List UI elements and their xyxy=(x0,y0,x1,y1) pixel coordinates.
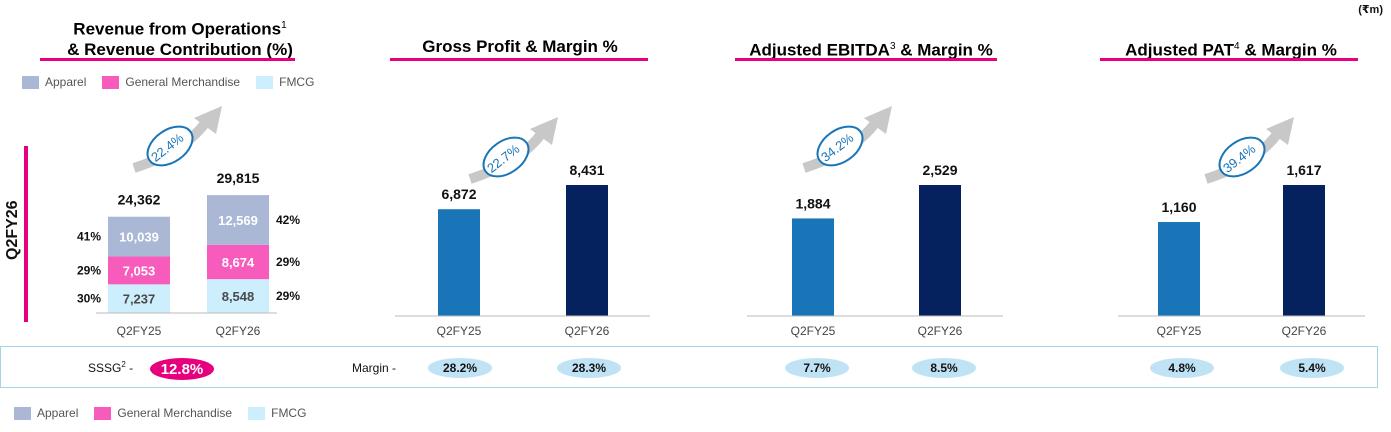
ebitda-value-q2fy26: 2,529 xyxy=(922,162,957,178)
gross-profit-growth-badge xyxy=(482,136,530,178)
pat-title-sup: 4 xyxy=(1234,41,1240,52)
stacked-bar-general-merchandise-q2fy25 xyxy=(108,256,170,285)
gross-profit-arrow-head xyxy=(530,117,558,145)
bottom-legend-swatch-fmcg xyxy=(248,406,266,420)
gross-profit-value-q2fy25: 6,872 xyxy=(441,186,476,202)
pat-growth-badge xyxy=(1218,136,1266,178)
gross-title: Gross Profit & Margin % xyxy=(422,37,618,56)
period-marker-bar xyxy=(24,146,28,322)
stacked-total-q2fy26: 29,815 xyxy=(217,170,260,186)
ebitda-title: Adjusted EBITDA3 & Margin % xyxy=(735,37,1007,61)
bottom-legend-label-apparel: Apparel xyxy=(37,406,79,420)
margin-pill-3-q2fy25: 4.8% xyxy=(1150,358,1214,378)
pat-value-q2fy26: 1,617 xyxy=(1286,162,1321,178)
currency-label: (₹m) xyxy=(1358,4,1383,16)
ebitda-value-q2fy25: 1,884 xyxy=(795,195,830,211)
pat-arrow-head xyxy=(1266,117,1294,145)
revenue-title-underline xyxy=(40,58,295,61)
stacked-bar-apparel-q2fy25-value: 10,039 xyxy=(119,230,159,245)
stacked-bar-fmcg-q2fy26-value: 8,548 xyxy=(222,289,255,304)
pat-bar-q2fy25 xyxy=(1158,222,1200,316)
share-left-fmcg: 30% xyxy=(77,292,101,306)
stacked-bar-apparel-q2fy25 xyxy=(108,216,170,257)
ebitda-x-tick-q2fy26: Q2FY26 xyxy=(918,324,963,338)
ebitda-title-underline xyxy=(735,58,997,61)
pat-bar-q2fy26 xyxy=(1283,185,1325,316)
margin-pill-2-q2fy25: 7.7% xyxy=(785,358,849,378)
sssg-label-text: SSSG xyxy=(88,361,122,375)
ebitda-title-pre: Adjusted EBITDA xyxy=(749,40,890,60)
sssg-label-sup: 2 xyxy=(121,360,126,369)
stacked-bar-general-merchandise-q2fy26 xyxy=(207,244,269,280)
gross-profit-bar-q2fy25 xyxy=(438,209,480,316)
share-right-general-merchandise: 29% xyxy=(276,255,300,269)
bottom-legend-label-general-merchandise: General Merchandise xyxy=(117,406,233,420)
revenue-title: Revenue from Operations1 & Revenue Contr… xyxy=(60,16,300,60)
pat-title-post: & Margin % xyxy=(1239,40,1337,60)
sssg-margin-row xyxy=(0,346,1378,388)
ebitda-title-sup: 3 xyxy=(889,41,896,52)
gross-profit-value-q2fy26: 8,431 xyxy=(569,162,604,178)
margin-pill-1-q2fy26: 28.3% xyxy=(557,358,621,378)
bottom-legend-swatch-apparel xyxy=(14,406,31,420)
margin-label: Margin - xyxy=(352,361,397,375)
stacked-bar-fmcg-q2fy25 xyxy=(108,284,170,313)
pat-x-tick-q2fy25: Q2FY25 xyxy=(1157,324,1202,338)
legend-swatch-fmcg xyxy=(256,75,274,89)
revenue-title-line2: & Revenue Contribution (%) xyxy=(67,39,293,59)
stacked-x-tick-q2fy25: Q2FY25 xyxy=(117,324,162,338)
pat-title: Adjusted PAT4 & Margin % xyxy=(1100,37,1362,61)
share-right-apparel: 42% xyxy=(276,213,300,227)
ebitda-bar-q2fy26 xyxy=(919,185,961,316)
pat-x-tick-q2fy26: Q2FY26 xyxy=(1282,324,1327,338)
margin-pill-3-q2fy26: 5.4% xyxy=(1280,358,1344,378)
ebitda-x-tick-q2fy25: Q2FY25 xyxy=(791,324,836,338)
gross-profit-x-tick-q2fy25: Q2FY25 xyxy=(437,324,482,338)
charts-canvas: 7,237 7,053 10,039 24,362 Q2FY25 8,548 8,674 12… xyxy=(77,106,1365,338)
pat-value-q2fy25: 1,160 xyxy=(1161,199,1196,215)
stacked-bar-apparel-q2fy26-value: 12,569 xyxy=(218,213,258,228)
share-left-apparel: 41% xyxy=(77,230,101,244)
ebitda-arrow-head xyxy=(864,106,892,134)
bottom-legend-label-fmcg: FMCG xyxy=(271,406,307,420)
legend-label-fmcg: FMCG xyxy=(279,75,315,89)
revenue-title-line1: Revenue from Operations xyxy=(73,19,282,39)
sssg-label-dash: - xyxy=(129,361,134,375)
revenue-growth-badge xyxy=(146,125,194,167)
stacked-x-tick-q2fy26: Q2FY26 xyxy=(216,324,261,338)
pat-title-underline xyxy=(1100,58,1358,61)
pat-title-pre: Adjusted PAT xyxy=(1125,40,1235,60)
stacked-bar-fmcg-q2fy26 xyxy=(207,279,269,313)
stacked-bar-general-merchandise-q2fy26-value: 8,674 xyxy=(222,255,255,270)
margin-pill-1-q2fy25: 28.2% xyxy=(428,358,492,378)
share-left-general-merchandise: 29% xyxy=(77,263,101,277)
legend-swatch-general-merchandise xyxy=(102,75,120,89)
stacked-total-q2fy25: 24,362 xyxy=(118,192,161,208)
gross-title-underline xyxy=(390,58,648,61)
gross-profit-x-tick-q2fy26: Q2FY26 xyxy=(565,324,610,338)
stacked-bar-fmcg-q2fy25-value: 7,237 xyxy=(123,292,156,307)
ebitda-title-post: & Margin % xyxy=(895,40,993,60)
sssg-value-pill: 12.8% xyxy=(150,358,214,380)
revenue-title-sup: 1 xyxy=(281,20,287,31)
legend-label-general-merchandise: General Merchandise xyxy=(125,75,241,89)
gross-profit-bar-q2fy26 xyxy=(566,185,608,316)
stacked-bar-general-merchandise-q2fy25-value: 7,053 xyxy=(123,263,156,278)
margin-pill-2-q2fy26: 8.5% xyxy=(912,358,976,378)
bottom-legend: Apparel General Merchandise FMCG xyxy=(14,406,306,420)
ebitda-growth-badge xyxy=(816,125,864,167)
revenue-arrow-head xyxy=(194,106,222,134)
ebitda-bar-q2fy25 xyxy=(792,218,834,316)
bottom-legend-swatch-general-merchandise xyxy=(94,406,112,420)
legend-label-apparel: Apparel xyxy=(45,75,87,89)
legend-swatch-apparel xyxy=(22,75,39,89)
top-legend: Apparel General Merchandise FMCG xyxy=(22,75,314,89)
share-right-fmcg: 29% xyxy=(276,289,300,303)
stacked-bar-apparel-q2fy26 xyxy=(207,195,269,245)
sssg-label: SSSG2 - xyxy=(88,360,133,375)
